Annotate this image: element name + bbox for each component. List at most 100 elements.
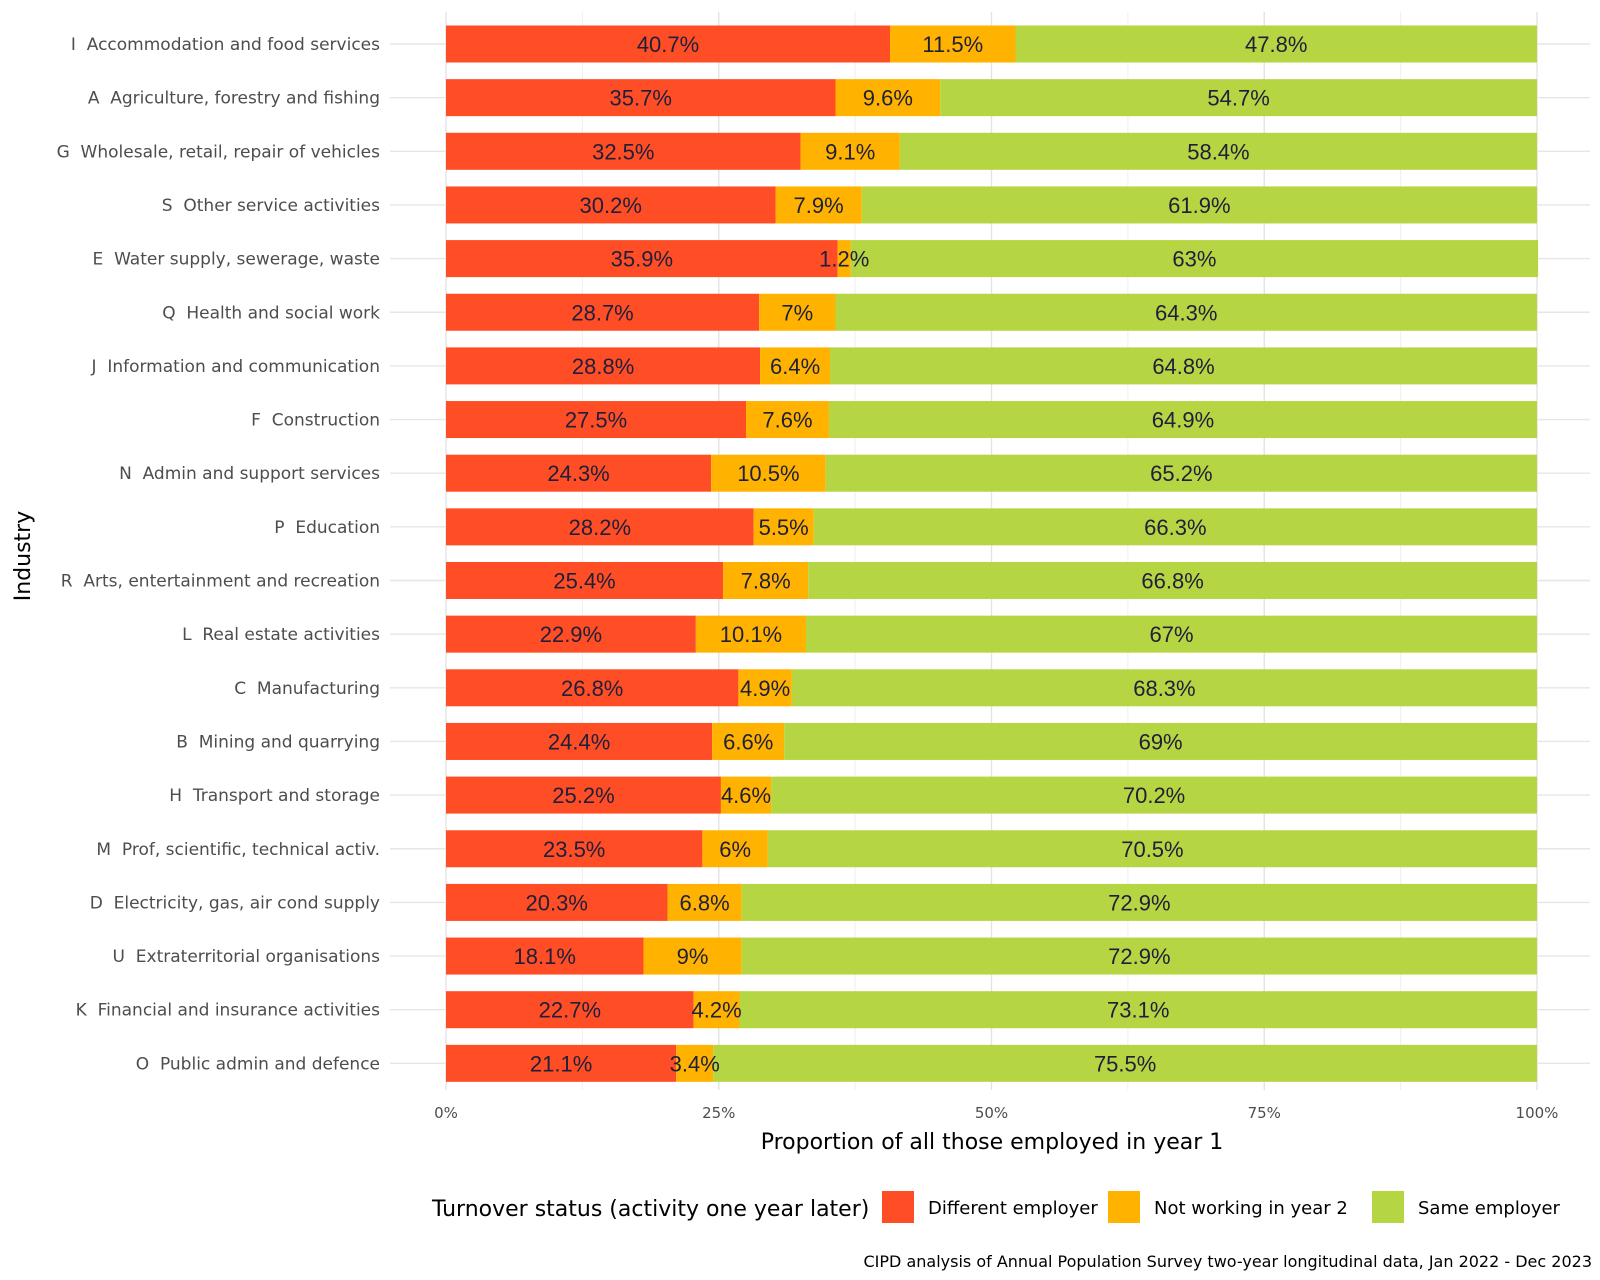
bar-segment <box>702 830 768 868</box>
legend-item-label: Same employer <box>1418 1198 1561 1219</box>
category-labels: I Accommodation and food services A Agric… <box>57 35 381 1074</box>
data-label: 5.5% <box>759 515 809 540</box>
data-label: 72.9% <box>1108 890 1170 915</box>
data-label: 26.8% <box>561 676 623 701</box>
data-label: 9.1% <box>825 139 875 164</box>
data-label: 35.7% <box>610 86 672 111</box>
data-label: 64.8% <box>1152 354 1214 379</box>
bar-segment <box>693 991 740 1029</box>
data-label: 24.4% <box>548 729 610 754</box>
x-tick-label: 100% <box>1516 1104 1559 1122</box>
bar-segment <box>446 401 747 439</box>
bar-segment <box>446 79 836 117</box>
bar-segment <box>446 776 721 814</box>
chart-caption: CIPD analysis of Annual Population Surve… <box>864 1252 1593 1271</box>
data-label: 7% <box>781 300 813 325</box>
data-label: 9% <box>677 944 709 969</box>
bar-segment <box>446 937 644 975</box>
data-label: 25.4% <box>553 569 615 594</box>
category-label: O Public admin and defence <box>136 1054 380 1074</box>
y-axis-title: Industry <box>11 511 36 602</box>
data-label: 6.4% <box>770 354 820 379</box>
category-label: D Electricity, gas, air cond supply <box>90 893 380 913</box>
bars: 40.7% 11.5% 47.8% 35.7% 9.6% 54.7% 32.5% 9.1% 58… <box>446 25 1539 1082</box>
data-label: 30.2% <box>580 193 642 218</box>
data-label: 64.9% <box>1152 408 1214 433</box>
data-label: 27.5% <box>565 408 627 433</box>
category-label: N Admin and support services <box>119 464 380 484</box>
data-label: 70.2% <box>1123 783 1185 808</box>
bar-segment <box>808 562 1537 599</box>
data-label: 64.3% <box>1155 300 1217 325</box>
bar-segment <box>446 25 891 63</box>
category-label: U Extraterritorial organisations <box>113 947 381 967</box>
data-label: 75.5% <box>1094 1051 1156 1076</box>
x-tick-label: 75% <box>1248 1104 1281 1122</box>
category-label: B Mining and quarrying <box>176 732 380 752</box>
data-label: 4.9% <box>740 676 790 701</box>
bar-segment <box>720 776 772 814</box>
data-label: 65.2% <box>1150 461 1212 486</box>
bar-segment <box>759 293 836 331</box>
data-label: 9.6% <box>863 86 913 111</box>
category-label: J Information and communication <box>91 357 381 377</box>
bar-segment <box>446 240 838 278</box>
category-label: L Real estate activities <box>182 625 380 645</box>
legend-item-label: Different employer <box>928 1198 1098 1219</box>
bar-segment <box>739 991 1537 1029</box>
bar-segment <box>713 1044 1537 1082</box>
bar-segment <box>806 615 1537 653</box>
bar-segment <box>940 79 1537 117</box>
category-label: A Agriculture, forestry and fishing <box>88 89 380 109</box>
bar-segment <box>446 186 776 224</box>
data-label: 66.3% <box>1144 515 1206 540</box>
data-label: 72.9% <box>1108 944 1170 969</box>
data-label: 20.3% <box>526 890 588 915</box>
data-label: 61.9% <box>1168 193 1230 218</box>
bar-segment <box>835 293 1537 331</box>
x-tick-labels: 0% 25% 50% 75% 100% <box>434 1104 1558 1122</box>
x-tick-label: 50% <box>975 1104 1008 1122</box>
data-label: 10.1% <box>720 622 782 647</box>
category-label: I Accommodation and food services <box>71 35 380 55</box>
data-label: 4.6% <box>721 783 771 808</box>
data-label: 6% <box>719 837 751 862</box>
data-label: 24.3% <box>547 461 609 486</box>
bar-segment <box>746 401 829 439</box>
bar-segment <box>741 883 1537 921</box>
bar-segment <box>446 615 696 653</box>
category-label: C Manufacturing <box>234 679 380 699</box>
category-label: G Wholesale, retail, repair of vehicles <box>57 142 381 162</box>
data-label: 7.9% <box>793 193 843 218</box>
legend-key <box>1108 1191 1140 1223</box>
bar-segment <box>446 132 801 170</box>
bar-segment <box>861 186 1537 224</box>
gridlines <box>390 12 1590 1090</box>
x-tick-label: 25% <box>702 1104 735 1122</box>
data-label: 47.8% <box>1245 32 1307 57</box>
bar-segment <box>850 240 1539 278</box>
data-label: 54.7% <box>1207 86 1269 111</box>
data-label: 35.9% <box>611 247 673 272</box>
data-label: 73.1% <box>1107 998 1169 1023</box>
bar-segment <box>643 937 742 975</box>
data-label: 58.4% <box>1187 139 1249 164</box>
bar-segment <box>800 132 900 170</box>
data-label: 69% <box>1139 729 1183 754</box>
legend-item-label: Not working in year 2 <box>1154 1198 1348 1219</box>
category-label: R Arts, entertainment and recreation <box>61 572 380 592</box>
bar-segment <box>446 454 712 492</box>
data-label: 18.1% <box>514 944 576 969</box>
bar-segment <box>771 776 1537 814</box>
bar-segment <box>711 454 826 492</box>
bar-segment <box>667 883 742 921</box>
data-label: 70.5% <box>1121 837 1183 862</box>
data-label: 3.4% <box>670 1051 720 1076</box>
x-axis-title: Proportion of all those employed in year… <box>761 1130 1224 1155</box>
data-label: 4.2% <box>691 998 741 1023</box>
bar-segment <box>695 615 807 653</box>
data-label: 22.7% <box>539 998 601 1023</box>
legend-title: Turnover status (activity one year later… <box>431 1197 869 1222</box>
bar-segment <box>446 508 754 546</box>
bar-segment <box>890 25 1016 63</box>
